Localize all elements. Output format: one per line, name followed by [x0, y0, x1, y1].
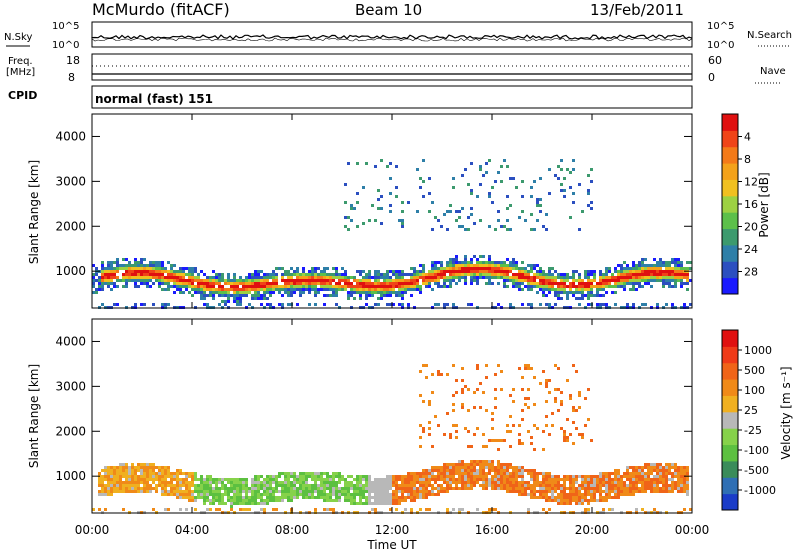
colorbar-tick: 28	[744, 266, 758, 279]
velocity-heatmap	[92, 364, 692, 514]
time-x-axis: 00:00 04:00 08:00 12:00 16:00 20:00 00:00	[75, 114, 710, 537]
colorbar-swatch	[722, 330, 738, 347]
power-y-axis: 1000 2000 3000 4000	[55, 129, 692, 278]
colorbar-tick: 20	[744, 221, 758, 234]
velocity-y-label: Slant Range [km]	[27, 364, 41, 468]
noise-right-tick-top: 10^5	[707, 21, 734, 32]
velocity-colorbar-label: Velocity [m s⁻¹]	[779, 366, 793, 459]
y-tick-label: 2000	[55, 219, 86, 233]
colorbar-tick: 12	[744, 176, 758, 189]
x-tick-label: 08:00	[275, 523, 310, 537]
colorbar-swatch	[722, 130, 738, 148]
noise-right-tick-bottom: 10^0	[707, 40, 734, 51]
y-tick-label: 1000	[55, 469, 86, 483]
power-panel: 1000 2000 3000 4000 Slant Range [km]	[27, 113, 693, 309]
colorbar-swatch	[722, 493, 738, 511]
power-colorbar-label: Power [dB]	[757, 172, 771, 237]
colorbar-tick: 8	[744, 153, 751, 166]
colorbar-swatch	[722, 477, 738, 495]
nave-label: Nave	[760, 66, 786, 77]
freq-left-tick-bottom: 8	[68, 71, 75, 84]
freq-right-tick-top: 60	[708, 54, 722, 67]
cpid-mode: normal (fast) 151	[95, 92, 213, 106]
x-tick-label: 00:00	[675, 523, 710, 537]
x-tick-label: 16:00	[475, 523, 510, 537]
y-tick-label: 4000	[55, 129, 86, 143]
colorbar-swatch	[722, 460, 738, 478]
colorbar-tick: 500	[744, 364, 765, 377]
freq-label-bottom: [MHz]	[6, 67, 35, 78]
colorbar-tick: 4	[744, 131, 751, 144]
colorbar-swatch	[722, 244, 738, 262]
colorbar-tick: 1000	[744, 344, 772, 357]
x-tick-label: 04:00	[175, 523, 210, 537]
colorbar-swatch	[722, 212, 738, 230]
x-tick-label: 12:00	[375, 523, 410, 537]
velocity-colorbar: 1000 500 100 25 -25 -100 -500 -1000 Velocity [m…	[721, 329, 793, 511]
power-y-label: Slant Range [km]	[27, 160, 41, 264]
freq-left-tick-top: 18	[66, 54, 80, 67]
freq-label-top: Freq.	[8, 56, 33, 67]
noise-right-label: N.Search	[747, 30, 792, 41]
x-tick-label: 00:00	[75, 523, 110, 537]
colorbar-tick: -100	[744, 444, 769, 457]
y-tick-label: 3000	[55, 174, 86, 188]
y-tick-label: 3000	[55, 379, 86, 393]
colorbar-swatch	[722, 444, 738, 462]
colorbar-swatch	[722, 428, 738, 446]
noise-left-tick-bottom: 10^0	[52, 40, 79, 51]
colorbar-swatch	[722, 163, 738, 180]
colorbar-swatch	[722, 379, 738, 396]
cpid-label: CPID	[8, 89, 37, 102]
x-tick-label: 20:00	[575, 523, 610, 537]
colorbar-swatch	[722, 277, 738, 295]
colorbar-tick: 100	[744, 384, 765, 397]
power-colorbar: 4 8 12 16 20 24 28 Power [dB]	[721, 113, 771, 295]
y-tick-label: 1000	[55, 264, 86, 278]
velocity-y-axis: 1000 2000 3000 4000	[55, 334, 692, 483]
colorbar-tick: 16	[744, 198, 758, 211]
colorbar-tick: -500	[744, 464, 769, 477]
colorbar-swatch	[722, 362, 738, 380]
freq-panel: Freq. [MHz] 18 8 60 0 Nave	[6, 53, 786, 84]
colorbar-tick: 25	[744, 404, 758, 417]
freq-right-tick-bottom: 0	[708, 71, 715, 84]
colorbar-swatch	[722, 114, 738, 131]
beam-title: Beam 10	[355, 1, 422, 19]
colorbar-tick: -25	[744, 424, 762, 437]
colorbar-swatch	[722, 411, 738, 429]
noise-panel: N.Sky 10^5 10^0 10^5 10^0 N.Search	[4, 21, 792, 51]
time-x-label: Time UT	[366, 538, 417, 552]
noise-left-label: N.Sky	[4, 32, 32, 43]
colorbar-swatch	[722, 228, 738, 246]
y-tick-label: 4000	[55, 334, 86, 348]
y-tick-label: 2000	[55, 424, 86, 438]
colorbar-swatch	[722, 261, 738, 279]
colorbar-swatch	[722, 179, 738, 197]
site-title: McMurdo (fitACF)	[92, 0, 230, 19]
colorbar-swatch	[722, 146, 738, 164]
power-heatmap	[92, 159, 692, 309]
colorbar-swatch	[722, 195, 738, 213]
colorbar-swatch	[722, 395, 738, 413]
colorbar-tick: -1000	[744, 484, 776, 497]
colorbar-tick: 24	[744, 243, 758, 256]
colorbar-swatch	[722, 346, 738, 364]
noise-trace	[91, 34, 693, 42]
date-title: 13/Feb/2011	[590, 1, 684, 19]
noise-left-tick-top: 10^5	[52, 21, 79, 32]
